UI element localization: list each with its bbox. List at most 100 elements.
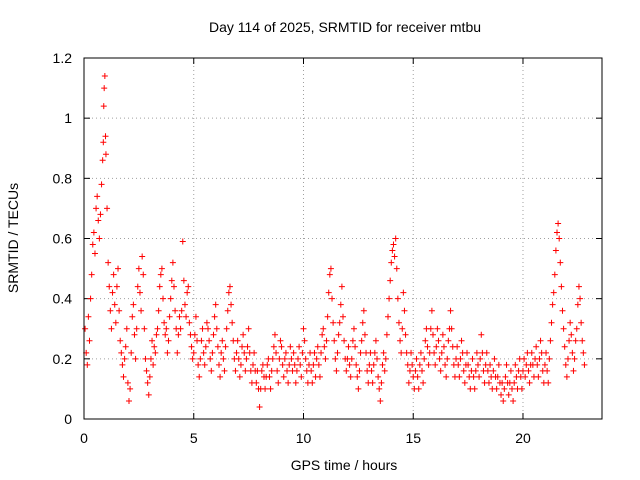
data-point (220, 355, 227, 362)
data-point (498, 391, 505, 398)
data-point (321, 343, 328, 350)
data-point (179, 238, 186, 245)
data-point (150, 361, 157, 368)
data-point (224, 307, 231, 314)
data-point (471, 385, 478, 392)
data-point (580, 349, 587, 356)
data-point (256, 403, 263, 410)
data-point (232, 367, 239, 374)
data-point (387, 277, 394, 284)
data-point (460, 367, 467, 374)
data-point (163, 325, 170, 332)
plot-frame (83, 57, 603, 420)
data-point (384, 313, 391, 320)
y-tick-label: 0.2 (53, 351, 73, 367)
data-point (157, 271, 164, 278)
data-point (435, 337, 442, 344)
data-point (209, 349, 216, 356)
data-point (106, 283, 113, 290)
data-point (93, 205, 100, 212)
data-point (258, 367, 265, 374)
data-point (251, 349, 258, 356)
data-point (191, 331, 198, 338)
data-point (546, 355, 553, 362)
data-point (297, 361, 304, 368)
data-point (198, 337, 205, 344)
data-point (105, 259, 112, 266)
data-point (112, 319, 119, 326)
data-point (474, 361, 481, 368)
data-point (544, 367, 551, 374)
data-point (571, 355, 578, 362)
data-point (84, 361, 91, 368)
data-point (197, 355, 204, 362)
data-point (298, 373, 305, 380)
data-point (320, 325, 327, 332)
data-point (86, 337, 93, 344)
data-point (469, 355, 476, 362)
data-point (490, 367, 497, 374)
data-point (483, 349, 490, 356)
data-point (393, 265, 400, 272)
data-point (178, 307, 185, 314)
data-point (200, 349, 207, 356)
data-point (226, 283, 233, 290)
data-point (399, 325, 406, 332)
data-point (111, 301, 118, 308)
data-point (134, 283, 141, 290)
data-point (405, 379, 412, 386)
data-point (153, 331, 160, 338)
data-point (473, 349, 480, 356)
data-point (536, 355, 543, 362)
data-point (413, 355, 420, 362)
data-point (311, 349, 318, 356)
data-point (359, 319, 366, 326)
data-point (122, 343, 129, 350)
data-point (202, 343, 209, 350)
data-point (195, 361, 202, 368)
data-point (176, 313, 183, 320)
data-point (566, 337, 573, 344)
data-point (374, 355, 381, 362)
data-point (174, 349, 181, 356)
data-point (281, 355, 288, 362)
data-point (341, 337, 348, 344)
data-point (239, 343, 246, 350)
data-point (572, 337, 579, 344)
data-point (218, 349, 225, 356)
data-point (156, 283, 163, 290)
data-point (429, 331, 436, 338)
data-point (221, 367, 228, 374)
x-tick-label: 10 (296, 430, 312, 446)
data-point (491, 355, 498, 362)
data-point (348, 355, 355, 362)
data-point (372, 337, 379, 344)
data-point (284, 367, 291, 374)
data-point (147, 355, 154, 362)
data-point (391, 253, 398, 260)
data-point (266, 373, 273, 380)
data-point (117, 337, 124, 344)
data-point (421, 355, 428, 362)
data-point (406, 367, 413, 374)
data-point (142, 355, 149, 362)
data-point (211, 313, 218, 320)
chart-title: Day 114 of 2025, SRMTID for receiver mtb… (209, 19, 481, 35)
data-point (115, 265, 122, 272)
data-point (88, 271, 95, 278)
data-point (401, 307, 408, 314)
data-point (470, 373, 477, 380)
data-point (128, 349, 135, 356)
data-point (136, 289, 143, 296)
data-point (146, 373, 153, 380)
data-point (154, 325, 161, 332)
data-point (271, 331, 278, 338)
data-point (314, 343, 321, 350)
data-point (127, 385, 134, 392)
data-point (299, 349, 306, 356)
data-point (287, 343, 294, 350)
data-point (347, 373, 354, 380)
data-point (440, 343, 447, 350)
data-point (268, 367, 275, 374)
data-point (557, 259, 564, 266)
